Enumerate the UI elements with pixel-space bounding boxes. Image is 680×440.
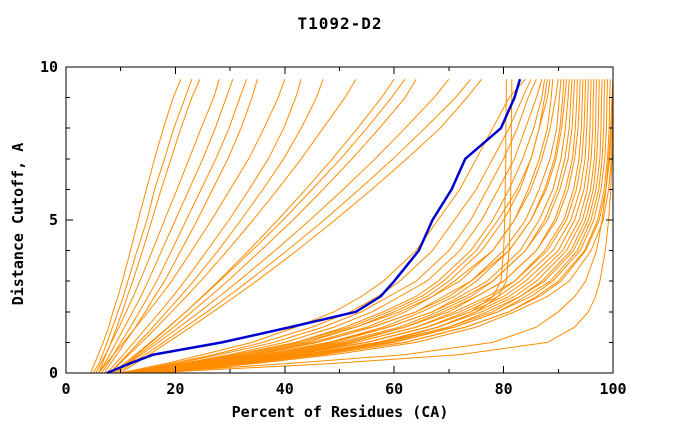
model-curve <box>148 79 608 374</box>
model-curve <box>142 79 584 374</box>
model-curve <box>131 79 576 374</box>
model-curve <box>98 78 201 374</box>
model-curve <box>131 79 543 374</box>
model-curve <box>153 79 614 374</box>
model-curve <box>90 79 182 374</box>
model-curve <box>120 78 537 374</box>
x-tick-label: 100 <box>599 380 626 398</box>
model-curve <box>148 79 603 374</box>
model-curve <box>112 78 406 374</box>
y-tick-label: 10 <box>40 58 58 76</box>
model-curve <box>137 79 587 374</box>
model-curve <box>131 79 562 374</box>
model-curve <box>103 79 258 374</box>
model-curve <box>114 78 450 374</box>
model-curve <box>114 78 395 374</box>
chart-title: T1092-D2 <box>297 14 383 33</box>
model-curve <box>120 79 551 374</box>
x-tick-label: 0 <box>61 380 70 398</box>
x-axis-label: Percent of Residues (CA) <box>231 403 449 421</box>
model-curve <box>164 79 614 374</box>
model-curve <box>120 78 526 374</box>
model-curve <box>126 79 567 374</box>
x-tick-label: 40 <box>276 380 294 398</box>
model-curve <box>98 79 234 374</box>
model-curve <box>101 79 247 374</box>
model-curve <box>137 79 581 374</box>
model-curve <box>126 79 559 374</box>
model-curve <box>153 79 606 374</box>
model-curve <box>131 79 570 374</box>
y-tick-label: 5 <box>49 211 58 229</box>
model-curve <box>114 78 417 374</box>
model-curve <box>137 79 513 374</box>
model-curve <box>142 79 598 374</box>
x-tick-label: 20 <box>166 380 184 398</box>
model-curve <box>142 79 614 374</box>
model-curve <box>92 79 193 374</box>
highlight-curve <box>106 78 522 375</box>
model-curve <box>117 78 472 374</box>
model-curve <box>106 79 302 374</box>
model-curve <box>148 79 614 374</box>
y-tick-label: 0 <box>49 364 58 382</box>
model-curve <box>98 79 286 374</box>
x-tick-label: 60 <box>385 380 403 398</box>
model-curve <box>126 79 546 374</box>
x-tick-label: 80 <box>495 380 513 398</box>
model-curve <box>126 78 532 374</box>
y-axis-label: Distance Cutoff, A <box>9 142 27 306</box>
model-curve <box>109 78 357 374</box>
model-curve <box>95 79 220 374</box>
model-curve <box>137 79 573 374</box>
model-curve <box>109 79 324 374</box>
model-curve <box>120 78 483 374</box>
model-curve <box>142 79 592 374</box>
model-curve <box>148 79 589 374</box>
